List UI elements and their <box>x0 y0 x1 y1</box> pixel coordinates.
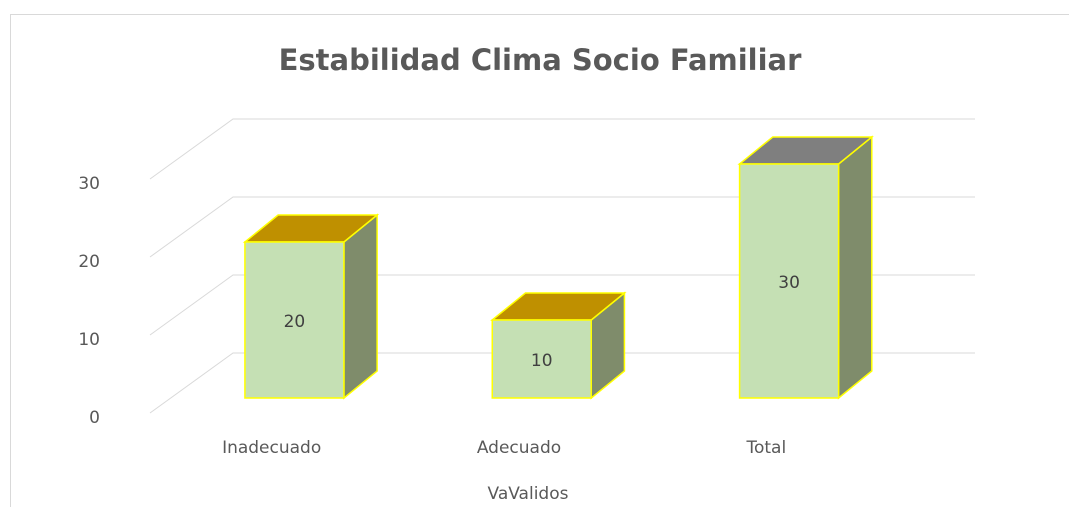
grid-line <box>149 274 975 336</box>
grid-line <box>149 196 975 258</box>
bar-side <box>837 135 873 400</box>
data-label: 10 <box>531 351 553 371</box>
bar-front <box>244 241 345 399</box>
bar <box>242 213 380 400</box>
y-tick-label: 0 <box>89 408 100 428</box>
bar-side <box>343 213 378 400</box>
x-tick-label: Total <box>745 438 786 458</box>
y-tick-label: 30 <box>78 174 100 194</box>
data-label: 30 <box>778 273 800 293</box>
y-tick-label: 20 <box>78 252 100 272</box>
chart-title: Estabilidad Clima Socio Familiar <box>279 43 803 77</box>
bar-front <box>738 163 840 399</box>
data-label: 20 <box>284 312 306 332</box>
bar <box>737 135 874 400</box>
x-axis-label: VaValidos <box>488 484 569 504</box>
bar <box>490 291 627 400</box>
y-tick-label: 10 <box>78 330 100 350</box>
bar-front <box>491 319 592 399</box>
chart-frame <box>10 14 1069 507</box>
grid-line <box>149 118 975 180</box>
x-tick-label: Inadecuado <box>222 438 321 458</box>
grid-line <box>149 352 975 414</box>
x-tick-label: Adecuado <box>477 438 561 458</box>
